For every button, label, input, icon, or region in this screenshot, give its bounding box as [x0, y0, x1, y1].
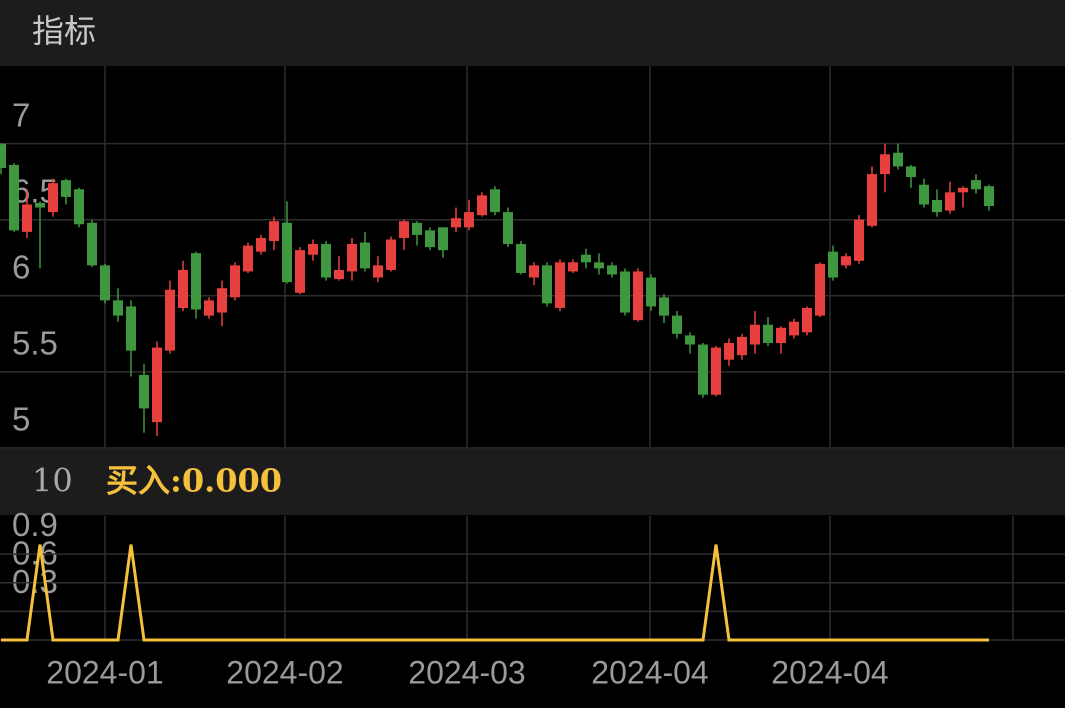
candle-body	[776, 327, 786, 343]
candle-body	[477, 195, 487, 216]
candle-body	[594, 262, 604, 269]
header-title: 指标	[32, 12, 96, 50]
candle-body	[815, 263, 825, 316]
candle-body	[464, 212, 474, 228]
indicator-line	[1, 544, 989, 642]
candle-body	[685, 335, 695, 345]
candle-body	[100, 265, 110, 301]
candle-body	[438, 227, 448, 251]
indicator-bar	[0, 449, 1065, 515]
candle-body	[958, 187, 968, 193]
candle-body	[425, 230, 435, 248]
candle-body	[880, 154, 890, 175]
y-tick-label: 0.6	[12, 534, 58, 571]
candle-body	[321, 244, 331, 278]
candle-body	[789, 321, 799, 336]
candle-body	[503, 212, 513, 245]
x-tick-label: 2024-03	[408, 654, 525, 690]
candle-body	[451, 218, 461, 228]
candle-body	[802, 307, 812, 333]
candle-body	[984, 186, 994, 207]
candle-body	[256, 237, 266, 252]
candle-body	[659, 297, 669, 316]
candle-body	[295, 250, 305, 293]
candle-body	[750, 324, 760, 345]
candle-body	[581, 254, 591, 263]
candle-body	[139, 374, 149, 409]
candle-body	[490, 189, 500, 213]
candle-body	[373, 265, 383, 278]
candle-body	[243, 245, 253, 272]
candle-body	[529, 265, 539, 278]
candle-body	[971, 180, 981, 190]
candle-body	[555, 262, 565, 308]
candle-body	[841, 256, 851, 266]
candle-body	[152, 347, 162, 423]
y-tick-label: 5	[12, 401, 30, 438]
candle-body	[126, 306, 136, 351]
candle-body	[22, 204, 32, 232]
indicator-title: 买入:0.000	[106, 462, 282, 500]
candle-body	[48, 183, 58, 213]
candle-body	[607, 265, 617, 275]
y-tick-label: 7	[12, 96, 30, 133]
candle-body	[672, 315, 682, 334]
candle-body	[61, 180, 71, 197]
candle-body	[516, 244, 526, 273]
candle-body	[698, 344, 708, 395]
candle-body	[620, 271, 630, 313]
candle-body	[217, 288, 227, 313]
candle-body	[269, 221, 279, 242]
candle-body	[893, 152, 903, 167]
candle-body	[737, 336, 747, 356]
candle-body	[867, 174, 877, 226]
candle-body	[35, 202, 45, 208]
candle-body	[711, 347, 721, 395]
candle-body	[828, 251, 838, 278]
candle-body	[633, 271, 643, 321]
candle-body	[932, 199, 942, 213]
y-tick-label: 6	[12, 249, 30, 286]
candle-body	[308, 244, 318, 255]
candle-body	[399, 221, 409, 238]
candle-body	[646, 277, 656, 307]
candle-body	[854, 219, 864, 261]
indicator-period: 10	[32, 462, 73, 500]
candle-body	[360, 242, 370, 269]
candle-body	[0, 143, 6, 168]
candle-body	[74, 189, 84, 225]
candle-body	[386, 239, 396, 270]
candle-body	[334, 269, 344, 280]
candle-body	[230, 265, 240, 298]
candle-body	[412, 222, 422, 235]
candle-body	[724, 342, 734, 360]
candle-body	[568, 262, 578, 272]
candle-body	[945, 192, 955, 211]
x-tick-label: 2024-04	[771, 654, 888, 690]
y-tick-label: 0.9	[12, 506, 58, 543]
candle-body	[9, 164, 19, 231]
candle-body	[282, 222, 292, 283]
candle-body	[906, 166, 916, 178]
x-tick-label: 2024-01	[46, 654, 163, 690]
candle-body	[165, 289, 175, 351]
header-bar	[0, 0, 1065, 66]
candle-body	[919, 184, 929, 205]
x-tick-label: 2024-02	[226, 654, 343, 690]
candle-body	[347, 244, 357, 272]
x-tick-label: 2024-04	[591, 654, 708, 690]
candle-body	[191, 253, 201, 310]
candle-body	[542, 265, 552, 304]
candle-body	[178, 269, 188, 308]
candle-body	[763, 324, 773, 343]
candle-body	[204, 300, 214, 316]
candle-body	[87, 222, 97, 266]
y-tick-label: 5.5	[12, 325, 58, 362]
candle-body	[113, 300, 123, 316]
